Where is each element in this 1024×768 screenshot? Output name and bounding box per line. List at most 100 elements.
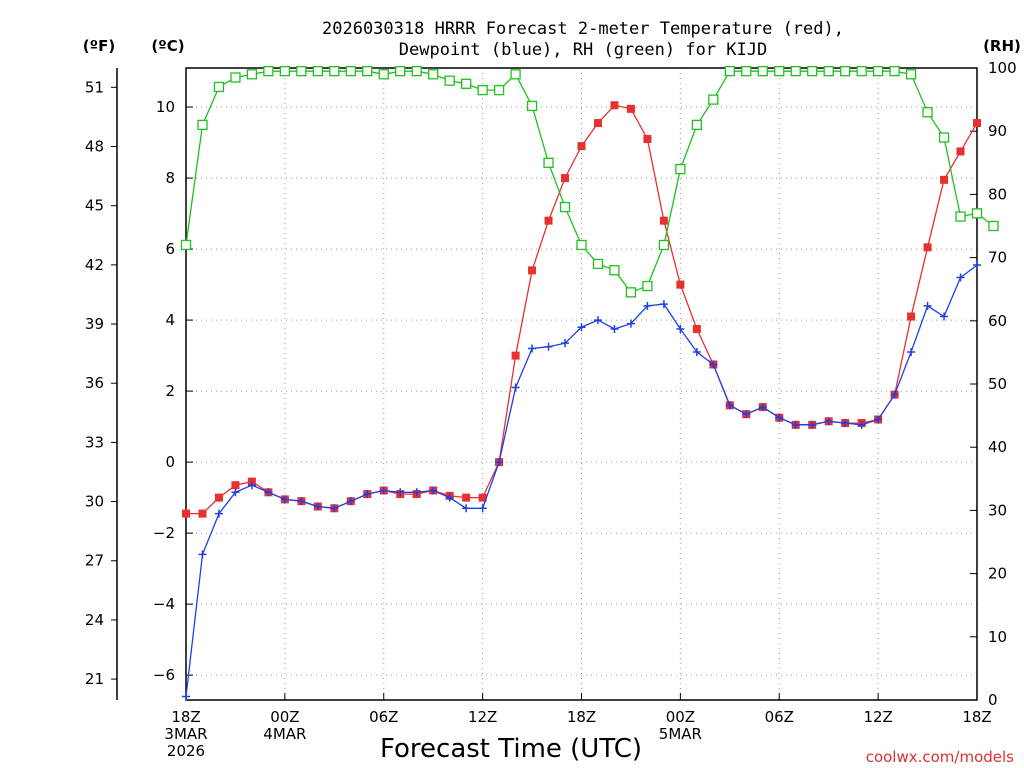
rh-point	[741, 66, 752, 77]
temperature-point	[692, 324, 701, 333]
dewpoint-point	[940, 312, 949, 321]
dewpoint-point	[528, 344, 537, 353]
dewpoint-point	[692, 348, 701, 357]
dewpoint-point	[857, 420, 866, 429]
fahrenheit-tick-label: 45	[85, 197, 104, 215]
rh-point	[180, 239, 192, 251]
temperature-point	[478, 493, 487, 502]
x-tick-label: 00Z	[666, 708, 695, 726]
dewpoint-point	[907, 348, 916, 357]
rh-point	[971, 208, 983, 219]
dewpoint-point	[659, 300, 668, 309]
rh-tick-label: 20	[988, 565, 1007, 583]
rh-point	[197, 119, 208, 131]
celsius-tick-label: 6	[165, 240, 175, 258]
dewpoint-point	[874, 415, 883, 424]
rh-point	[460, 78, 472, 89]
fahrenheit-ticks: 21 24 27 30 33 36 39 42 45 48 51	[85, 78, 117, 688]
rh-line	[185, 70, 994, 294]
dewpoint-point	[923, 301, 932, 310]
dewpoint-point	[808, 420, 817, 429]
temperature-point	[907, 312, 916, 321]
temperature-point	[626, 104, 635, 113]
credit-link[interactable]: coolwx.com/models	[866, 748, 1014, 766]
temperature-point	[659, 216, 668, 225]
temperature-point	[231, 481, 240, 490]
celsius-tick-label: 10	[156, 98, 175, 116]
rh-point	[493, 84, 505, 96]
temperature-point	[577, 142, 586, 151]
dewpoint-point	[462, 504, 471, 513]
fahrenheit-tick-label: 27	[85, 552, 104, 570]
celsius-tick-label: −6	[153, 666, 175, 684]
rh-point	[807, 66, 818, 77]
temperature-point	[462, 493, 471, 502]
x-tick-label: 18Z	[962, 708, 991, 726]
rh-point	[345, 66, 356, 77]
celsius-tick-label: −2	[153, 524, 175, 542]
dewpoint-point	[495, 458, 504, 467]
celsius-tick-label: 0	[165, 453, 175, 471]
rh-point	[938, 132, 950, 143]
celsius-tick-label: 2	[165, 382, 175, 400]
dewpoint-point	[758, 403, 767, 412]
x-tick-label: 12Z	[863, 708, 892, 726]
chart-title-line-2: Dewpoint (blue), RH (green) for KIJD	[399, 40, 767, 60]
rh-point	[955, 211, 966, 222]
rh-point	[543, 157, 554, 168]
x-tick-label: 2026	[167, 742, 205, 760]
dewpoint-point	[247, 481, 256, 490]
x-tick-label: 18Z	[567, 708, 596, 726]
dewpoint-point	[973, 261, 981, 270]
rh-point	[312, 66, 323, 77]
rh-point	[922, 107, 933, 118]
rh-tick-label: 0	[988, 691, 998, 709]
fahrenheit-tick-label: 48	[85, 138, 104, 156]
rh-tick-label: 40	[988, 438, 1007, 456]
rh-point	[708, 94, 719, 105]
temperature-point	[182, 509, 190, 518]
rh-point	[625, 287, 637, 298]
dewpoint-point	[445, 493, 454, 502]
rh-point	[823, 66, 834, 77]
dewpoint-point	[626, 319, 635, 328]
fahrenheit-unit-label: (ºF)	[83, 37, 115, 55]
rh-point	[411, 66, 422, 77]
series-layer	[180, 66, 999, 701]
dewpoint-point	[330, 504, 339, 513]
rh-point	[510, 69, 521, 80]
rh-point	[757, 66, 768, 77]
dewpoint-point	[412, 488, 421, 497]
dewpoint-point	[182, 692, 190, 701]
dewpoint-point	[593, 316, 602, 325]
rh-point	[658, 239, 670, 251]
x-tick-label: 00Z	[270, 708, 299, 726]
dewpoint-point	[791, 420, 800, 429]
fahrenheit-tick-label: 24	[85, 611, 104, 629]
dewpoint-point	[561, 339, 570, 348]
temperature-point	[973, 119, 981, 128]
fahrenheit-tick-label: 51	[85, 78, 104, 96]
x-tick-label: 12Z	[468, 708, 497, 726]
rh-point	[872, 66, 884, 77]
dewpoint-point	[363, 490, 372, 499]
dewpoint-point	[709, 360, 718, 369]
rh-point	[905, 69, 917, 80]
rh-point	[263, 66, 274, 77]
dewpoint-point	[214, 509, 223, 518]
rh-tick-label: 50	[988, 375, 1007, 393]
dewpoint-point	[396, 488, 405, 497]
dewpoint-point	[577, 323, 586, 332]
dewpoint-point	[610, 324, 619, 333]
temperature-point	[511, 351, 520, 360]
rh-point	[378, 69, 389, 80]
rh-point	[790, 66, 801, 77]
dewpoint-point	[478, 504, 487, 513]
rh-point	[576, 239, 587, 251]
rh-series	[180, 66, 999, 298]
rh-point	[988, 220, 999, 232]
fahrenheit-tick-label: 39	[85, 315, 104, 333]
dewpoint-point	[346, 497, 355, 506]
